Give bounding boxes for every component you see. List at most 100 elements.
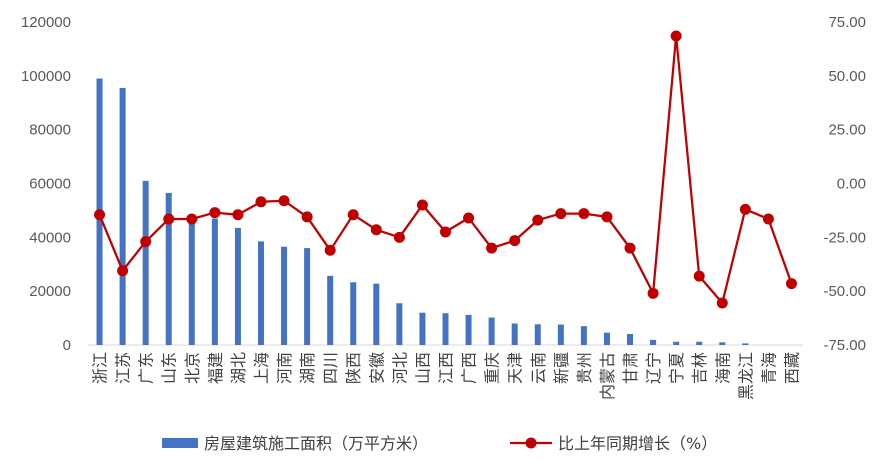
bar bbox=[580, 326, 587, 345]
line-point bbox=[370, 224, 382, 236]
category-label: 福建 bbox=[206, 352, 225, 384]
category-label: 辽宁 bbox=[644, 352, 663, 384]
legend-line-label: 比上年同期增长（%） bbox=[558, 434, 717, 453]
bar bbox=[373, 283, 380, 345]
category-label: 广东 bbox=[137, 352, 156, 384]
category-label: 山西 bbox=[413, 352, 432, 384]
line-point bbox=[117, 265, 129, 277]
line-point bbox=[440, 226, 451, 238]
bar bbox=[442, 313, 449, 345]
bar bbox=[742, 343, 749, 345]
bar bbox=[627, 333, 634, 345]
category-label: 河南 bbox=[275, 352, 294, 384]
bar bbox=[188, 217, 195, 345]
y-right-tick-label: -75.00 bbox=[823, 337, 866, 354]
line-point bbox=[416, 199, 428, 211]
line-point bbox=[255, 196, 267, 208]
category-label: 西藏 bbox=[782, 352, 801, 384]
bar bbox=[234, 227, 241, 345]
legend-bar-swatch bbox=[162, 438, 198, 448]
line-point bbox=[693, 270, 705, 282]
y-right-tick-label: -50.00 bbox=[823, 283, 866, 300]
line-point bbox=[716, 297, 728, 309]
y-right-tick-label: 0.00 bbox=[837, 176, 866, 193]
line-point bbox=[186, 213, 198, 225]
category-label: 四川 bbox=[321, 352, 340, 384]
line-point bbox=[739, 203, 751, 215]
line-point bbox=[670, 30, 682, 42]
line-point bbox=[762, 213, 774, 225]
line-point bbox=[463, 212, 475, 224]
line-point bbox=[486, 242, 498, 254]
category-label: 江西 bbox=[437, 352, 456, 384]
bar bbox=[696, 341, 703, 345]
bar bbox=[327, 275, 334, 345]
bar bbox=[511, 323, 518, 345]
line-series bbox=[98, 34, 793, 305]
line-point bbox=[347, 209, 359, 221]
category-label: 上海 bbox=[252, 352, 271, 384]
bar bbox=[281, 246, 288, 345]
category-label: 广西 bbox=[460, 352, 479, 384]
category-label: 青海 bbox=[759, 352, 778, 384]
y-left-tick-label: 60000 bbox=[29, 176, 71, 193]
y-right-tick-label: -25.00 bbox=[823, 229, 866, 246]
line-point bbox=[232, 209, 244, 221]
bar bbox=[603, 332, 610, 345]
line-point bbox=[601, 211, 613, 223]
line-point bbox=[94, 209, 106, 221]
bar bbox=[534, 324, 541, 345]
legend-bar-label: 房屋建筑施工面积（万平方米） bbox=[204, 434, 428, 453]
category-label: 江苏 bbox=[114, 352, 133, 384]
category-label: 湖北 bbox=[229, 352, 248, 384]
line-point bbox=[209, 207, 221, 219]
category-label: 新疆 bbox=[552, 352, 571, 384]
legend-line-marker bbox=[525, 437, 537, 449]
bar bbox=[350, 282, 357, 345]
category-label: 湖南 bbox=[298, 352, 317, 384]
category-label: 吉林 bbox=[690, 352, 709, 384]
line-point bbox=[140, 236, 152, 248]
bar bbox=[557, 324, 564, 345]
bar bbox=[211, 218, 218, 345]
bar bbox=[719, 342, 726, 345]
line-point bbox=[509, 235, 521, 247]
category-label: 海南 bbox=[713, 352, 732, 384]
category-label: 宁夏 bbox=[667, 352, 686, 384]
category-label: 山东 bbox=[160, 352, 179, 384]
category-label: 云南 bbox=[529, 352, 548, 384]
line-point bbox=[393, 231, 405, 243]
y-right-tick-label: 75.00 bbox=[828, 14, 866, 31]
category-label: 安徽 bbox=[367, 352, 386, 384]
bar bbox=[673, 341, 680, 345]
category-label: 浙江 bbox=[91, 352, 110, 384]
y-left-tick-label: 0 bbox=[63, 337, 71, 354]
y-left-tick-label: 20000 bbox=[29, 283, 71, 300]
category-label: 河北 bbox=[390, 352, 409, 384]
bar bbox=[650, 339, 657, 345]
line-point bbox=[555, 208, 567, 220]
category-label: 黑龙江 bbox=[736, 352, 755, 400]
line-point bbox=[163, 213, 175, 225]
line-point bbox=[532, 214, 544, 226]
line-point bbox=[785, 278, 797, 290]
line-point bbox=[624, 242, 636, 254]
y-left-tick-label: 40000 bbox=[29, 229, 71, 246]
category-label: 内蒙古 bbox=[598, 352, 617, 400]
bar bbox=[304, 248, 311, 345]
category-label: 贵州 bbox=[575, 352, 594, 384]
bar bbox=[396, 303, 403, 345]
line-point bbox=[324, 244, 336, 256]
bar bbox=[142, 180, 149, 345]
y-left-tick-label: 80000 bbox=[29, 122, 71, 139]
y-right-tick-label: 50.00 bbox=[828, 68, 866, 85]
bar bbox=[165, 192, 172, 345]
bar bbox=[419, 312, 426, 345]
line-point bbox=[578, 208, 590, 220]
bar bbox=[488, 317, 495, 345]
bar bbox=[465, 314, 472, 345]
line-point bbox=[278, 195, 290, 207]
y-left-tick-label: 120000 bbox=[21, 14, 71, 31]
